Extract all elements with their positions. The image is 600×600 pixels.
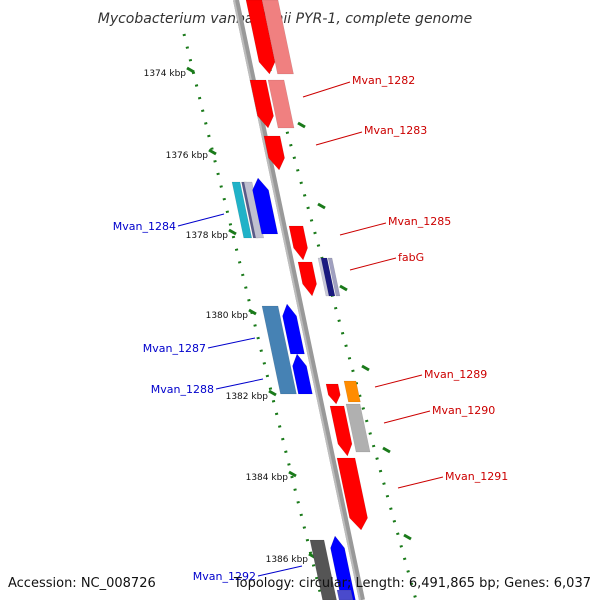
gene-label: Mvan_1283 xyxy=(364,124,427,137)
gene-block-forward xyxy=(343,380,361,403)
accession-text: Accession: NC_008726 xyxy=(8,576,156,591)
gene-arrow-forward xyxy=(336,457,368,531)
major-tick xyxy=(288,470,297,478)
gene-arrow-forward xyxy=(263,135,285,171)
tick-label: 1382 kbp xyxy=(226,392,269,402)
gene-label: fabG xyxy=(398,251,424,264)
leader-line xyxy=(383,410,431,424)
leader-line xyxy=(257,565,303,577)
gene-label: Mvan_1287 xyxy=(143,342,206,355)
gene-label: Mvan_1292 xyxy=(193,570,256,583)
gene-arrow-reverse xyxy=(292,353,313,395)
leader-line xyxy=(302,81,351,98)
gene-label: Mvan_1289 xyxy=(424,368,487,381)
gene-label: Mvan_1284 xyxy=(113,220,176,233)
gene-arrow-forward xyxy=(297,261,317,297)
major-tick xyxy=(382,446,391,454)
tick-label: 1380 kbp xyxy=(206,311,249,321)
tick-marks: 1374 kbp 1376 kbp 1378 kbp 1380 kbp 1382 kbp… xyxy=(144,33,418,600)
gene-block-reverse xyxy=(231,181,253,239)
tick-label: 1384 kbp xyxy=(246,473,289,483)
gene-arrow-reverse xyxy=(330,535,356,600)
genome-stats-text: Topology: circular; Length: 6,491,865 bp… xyxy=(233,576,591,591)
leader-line xyxy=(349,257,397,271)
gene-arrow-reverse xyxy=(282,303,305,355)
gene-label: Mvan_1291 xyxy=(445,470,508,483)
major-tick xyxy=(268,389,277,397)
gene-label: Mvan_1282 xyxy=(352,74,415,87)
gene-label: Mvan_1290 xyxy=(432,404,495,417)
gene-block-forward xyxy=(320,257,336,297)
major-tick xyxy=(403,533,412,541)
gene-block-forward xyxy=(267,79,295,129)
major-tick xyxy=(361,364,370,372)
major-tick xyxy=(297,121,306,129)
major-tick xyxy=(186,66,195,74)
gene-arrow-reverse xyxy=(252,177,279,235)
gene-block-forward xyxy=(345,403,371,453)
leader-line xyxy=(215,378,264,390)
gene-block-reverse xyxy=(309,539,337,600)
tick-label: 1386 kbp xyxy=(266,555,309,565)
map-title: Mycobacterium vanbaalenii PYR-1, complet… xyxy=(98,11,473,27)
gene-arrow-forward xyxy=(325,383,341,405)
gene-label: Mvan_1288 xyxy=(151,383,214,396)
major-tick xyxy=(248,308,257,316)
gene-features xyxy=(231,0,371,600)
gene-label: Mvan_1285 xyxy=(388,215,451,228)
gene-arrow-forward xyxy=(245,0,276,75)
major-tick xyxy=(317,202,326,210)
gene-arrow-forward xyxy=(249,79,274,129)
gene-block-forward xyxy=(327,257,341,297)
gene-arrow-forward xyxy=(288,225,308,261)
gene-block-reverse xyxy=(243,181,265,239)
leader-line xyxy=(207,337,256,349)
major-tick xyxy=(228,228,237,236)
leader-line xyxy=(374,374,423,388)
tick-label: 1378 kbp xyxy=(186,231,229,241)
gene-block-reverse xyxy=(261,305,297,395)
leader-line xyxy=(397,476,444,489)
major-tick xyxy=(208,148,217,156)
gene-arrow-forward xyxy=(329,405,353,457)
gene-labels: Mvan_1282 Mvan_1283 Mvan_1284 Mvan_1285 fabG… xyxy=(113,74,508,583)
leader-line xyxy=(177,213,225,227)
leader-line xyxy=(315,131,363,146)
gene-block-reverse xyxy=(336,589,354,600)
leader-line xyxy=(339,222,387,236)
gene-block-forward xyxy=(261,0,294,75)
tick-label: 1374 kbp xyxy=(144,69,187,79)
major-tick xyxy=(339,284,348,292)
tick-label: 1376 kbp xyxy=(166,151,209,161)
